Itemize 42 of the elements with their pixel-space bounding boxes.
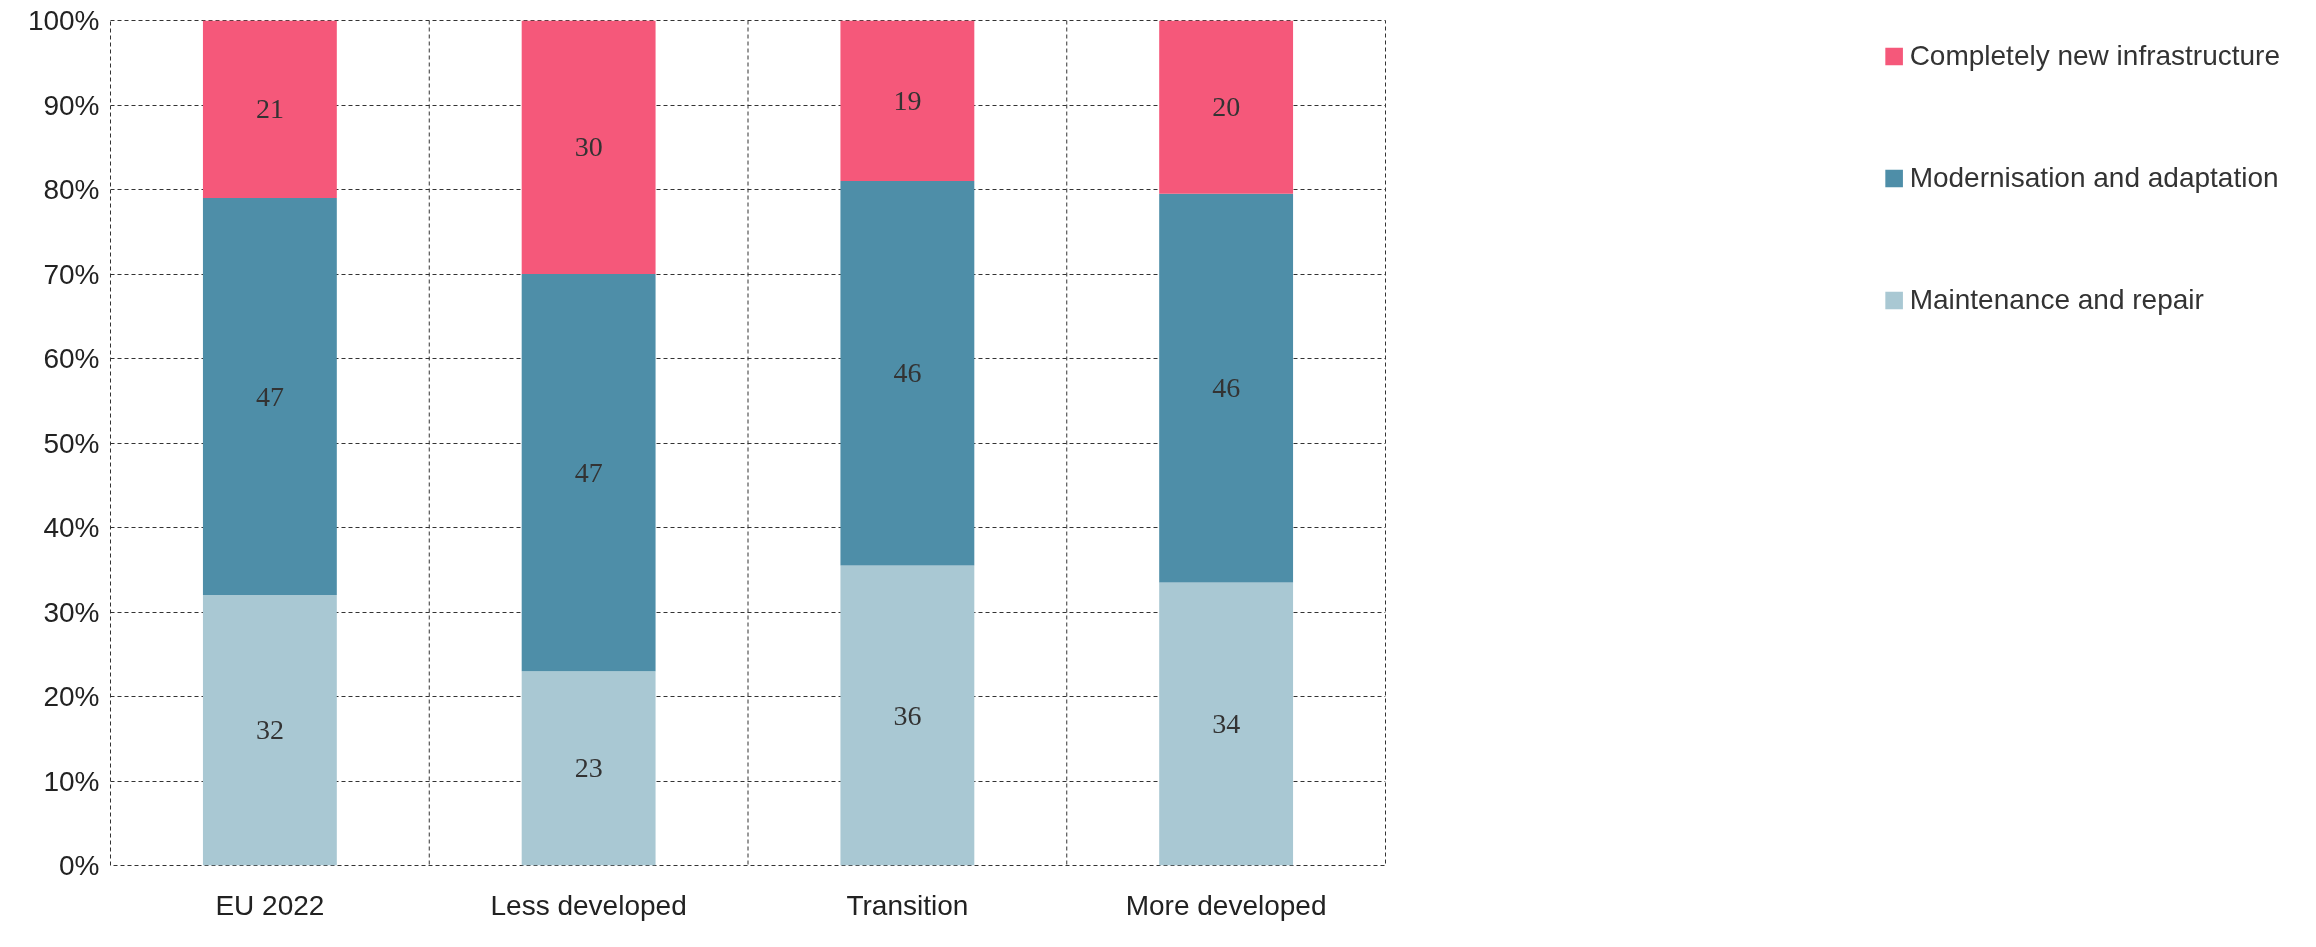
- y-tick-label: 50%: [43, 427, 100, 459]
- data-label: 23: [574, 752, 603, 784]
- data-label: 20: [1212, 91, 1241, 123]
- legend-label: Modernisation and adaptation: [1909, 162, 2279, 194]
- y-tick-label: 100%: [27, 5, 100, 36]
- y-tick-label: 30%: [43, 596, 100, 628]
- bar: [1159, 582, 1294, 866]
- bar: [202, 20, 337, 198]
- bar: [521, 274, 656, 672]
- x-tick-label: Transition: [846, 889, 969, 921]
- y-tick-label: 90%: [43, 89, 100, 121]
- y-tick-label: 80%: [43, 174, 100, 205]
- data-label: 46: [893, 357, 922, 389]
- data-label: 47: [574, 456, 603, 488]
- data-label: 32: [255, 714, 284, 746]
- bar: [840, 565, 975, 866]
- y-tick-label: 20%: [43, 681, 100, 712]
- data-label: 47: [255, 380, 284, 412]
- data-label: 21: [255, 93, 284, 125]
- y-tick-label: 60%: [43, 343, 100, 374]
- bar: [521, 20, 656, 274]
- bar: [202, 595, 337, 866]
- bar: [521, 671, 656, 866]
- legend-label: Completely new infrastructure: [1909, 40, 2280, 72]
- x-tick-label: More developed: [1125, 889, 1327, 921]
- data-label: 19: [893, 84, 922, 116]
- data-label: 30: [574, 131, 603, 163]
- y-tick-label: 40%: [43, 512, 100, 543]
- legend-label: Maintenance and repair: [1909, 284, 2204, 316]
- bar: [1159, 20, 1294, 194]
- data-label: 36: [893, 699, 922, 731]
- x-tick-label: EU 2022: [215, 889, 325, 921]
- y-tick-label: 0%: [59, 850, 100, 881]
- bar: [840, 181, 975, 566]
- y-tick-label: 10%: [43, 765, 100, 797]
- y-tick-label: 70%: [43, 258, 100, 290]
- x-tick-label: Less developed: [490, 889, 687, 921]
- data-label: 34: [1212, 707, 1241, 739]
- bar: [202, 197, 337, 596]
- bar: [1159, 193, 1294, 583]
- data-label: 46: [1212, 372, 1241, 404]
- bar: [840, 20, 975, 182]
